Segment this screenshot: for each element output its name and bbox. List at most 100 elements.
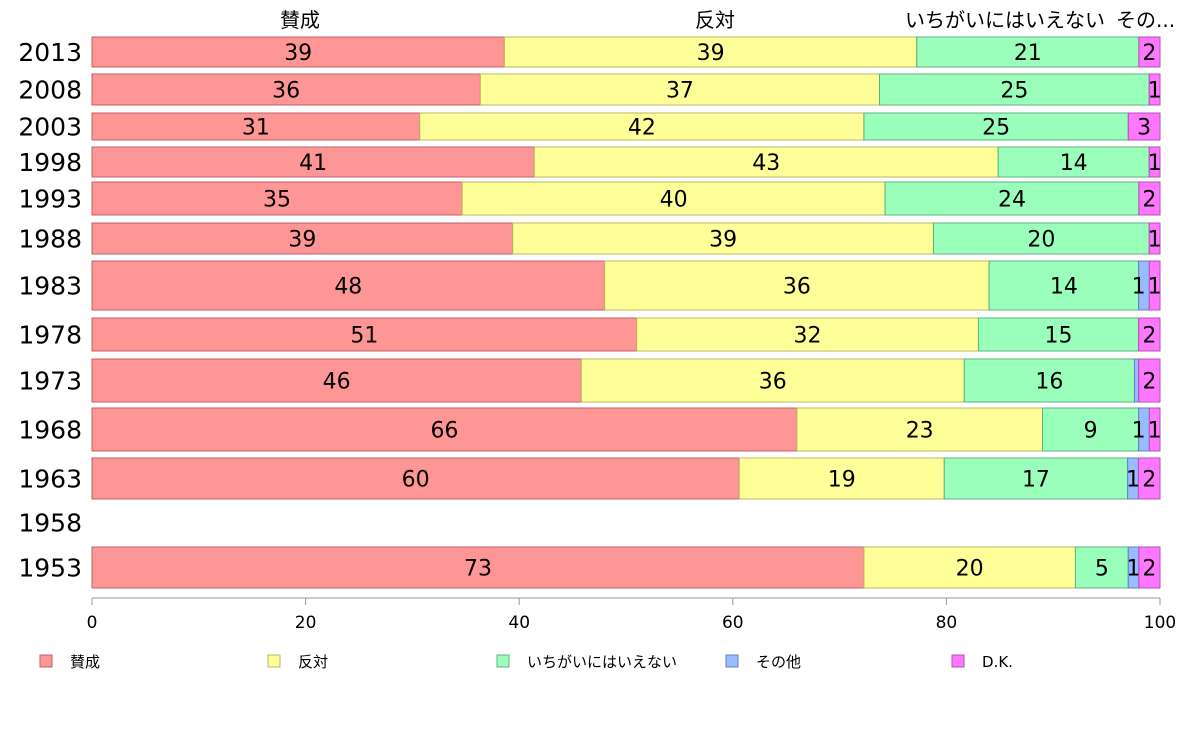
bar-segment xyxy=(533,146,999,178)
legend-label: その他 xyxy=(756,653,801,671)
bar-segment xyxy=(738,457,945,500)
x-tick-label: 60 xyxy=(722,613,744,633)
y-tick-label: 2008 xyxy=(18,76,82,105)
x-tick-label: 20 xyxy=(295,613,317,633)
legend-label: 賛成 xyxy=(70,653,100,671)
bar-segment xyxy=(91,317,638,352)
bar-segment xyxy=(91,260,606,311)
bar-segment xyxy=(91,181,463,216)
data-label: 2 xyxy=(1142,557,1156,582)
bar-segment xyxy=(419,112,865,141)
data-label: 20 xyxy=(1027,228,1055,253)
series-top-label: いちがいにはいえない xyxy=(905,8,1105,32)
bar-segment xyxy=(1138,358,1161,403)
bar-segment xyxy=(636,317,979,352)
y-tick-label: 1968 xyxy=(18,416,82,445)
bar-segment xyxy=(863,546,1076,589)
data-label: 23 xyxy=(906,419,934,444)
bar-segment xyxy=(988,260,1140,311)
x-tick-label: 80 xyxy=(936,613,958,633)
data-label: 1 xyxy=(1148,79,1162,104)
y-tick-label: 1993 xyxy=(18,185,82,214)
legend-label: D.K. xyxy=(982,653,1013,671)
data-label: 17 xyxy=(1022,468,1050,493)
y-tick-label: 1953 xyxy=(18,554,82,583)
bar-segment xyxy=(1074,546,1129,589)
bar-segment xyxy=(884,181,1140,216)
data-label: 20 xyxy=(956,557,984,582)
bar-segment xyxy=(91,36,505,68)
data-label: 14 xyxy=(1050,275,1078,300)
bar-segment xyxy=(1137,457,1161,500)
data-label: 37 xyxy=(666,79,694,104)
data-label: 1 xyxy=(1126,468,1140,493)
data-label: 2 xyxy=(1142,370,1156,395)
x-tick-label: 40 xyxy=(508,613,530,633)
y-tick-label: 1978 xyxy=(18,321,82,350)
bar-segment xyxy=(916,36,1140,68)
x-tick-label: 100 xyxy=(1144,613,1176,633)
data-label: 35 xyxy=(263,188,291,213)
data-label: 24 xyxy=(998,188,1026,213)
data-label: 51 xyxy=(350,324,378,349)
data-label: 21 xyxy=(1014,41,1042,66)
data-label: 66 xyxy=(430,419,458,444)
bar-segment xyxy=(503,36,918,68)
data-label: 3 xyxy=(1137,116,1151,141)
data-label: 60 xyxy=(402,468,430,493)
data-label: 43 xyxy=(752,151,780,176)
bar-segment xyxy=(977,317,1140,352)
data-label: 1 xyxy=(1148,228,1162,253)
data-label: 2 xyxy=(1142,468,1156,493)
data-label: 73 xyxy=(464,557,492,582)
series-top-label: 反対 xyxy=(695,8,735,32)
bar-segment xyxy=(1127,112,1161,141)
bar-segment xyxy=(91,73,481,106)
bar-segment xyxy=(1042,407,1140,452)
data-label: 1 xyxy=(1132,419,1146,444)
bar-segment xyxy=(1138,36,1161,68)
bar-segment xyxy=(1138,181,1161,216)
data-label: 9 xyxy=(1084,419,1098,444)
bar-segment xyxy=(91,222,514,255)
y-tick-label: 1973 xyxy=(18,367,82,396)
y-tick-label: 1958 xyxy=(18,509,82,538)
bar-segment xyxy=(1133,358,1140,403)
data-label: 5 xyxy=(1095,557,1109,582)
bar-segment xyxy=(512,222,934,255)
data-label: 39 xyxy=(284,41,312,66)
bar-segment xyxy=(91,146,535,178)
y-tick-label: 1963 xyxy=(18,465,82,494)
legend-swatch xyxy=(267,654,281,668)
data-label: 25 xyxy=(982,116,1010,141)
data-label: 1 xyxy=(1148,275,1162,300)
data-label: 39 xyxy=(709,228,737,253)
data-label: 41 xyxy=(299,151,327,176)
data-label: 1 xyxy=(1148,419,1162,444)
bar-segment xyxy=(879,73,1150,106)
data-label: 2 xyxy=(1142,324,1156,349)
series-top-label: その... xyxy=(1116,8,1175,32)
data-label: 16 xyxy=(1035,370,1063,395)
y-tick-label: 1998 xyxy=(18,148,82,177)
legend-label: 反対 xyxy=(298,653,328,671)
data-label: 36 xyxy=(783,275,811,300)
data-label: 14 xyxy=(1060,151,1088,176)
bar-segment xyxy=(604,260,990,311)
legend-swatch xyxy=(496,654,510,668)
data-label: 36 xyxy=(759,370,787,395)
data-label: 1 xyxy=(1132,275,1146,300)
y-tick-label: 1983 xyxy=(18,272,82,301)
data-label: 15 xyxy=(1045,324,1073,349)
bar-segment xyxy=(1148,146,1161,178)
bar-segment xyxy=(580,358,965,403)
data-label: 42 xyxy=(628,116,656,141)
y-tick-label: 2013 xyxy=(18,38,82,67)
legend-label: いちがいにはいえない xyxy=(527,653,677,671)
bar-segment xyxy=(1138,317,1161,352)
data-label: 31 xyxy=(242,116,270,141)
bar-segment xyxy=(1148,73,1161,106)
data-label: 40 xyxy=(660,188,688,213)
data-label: 36 xyxy=(272,79,300,104)
